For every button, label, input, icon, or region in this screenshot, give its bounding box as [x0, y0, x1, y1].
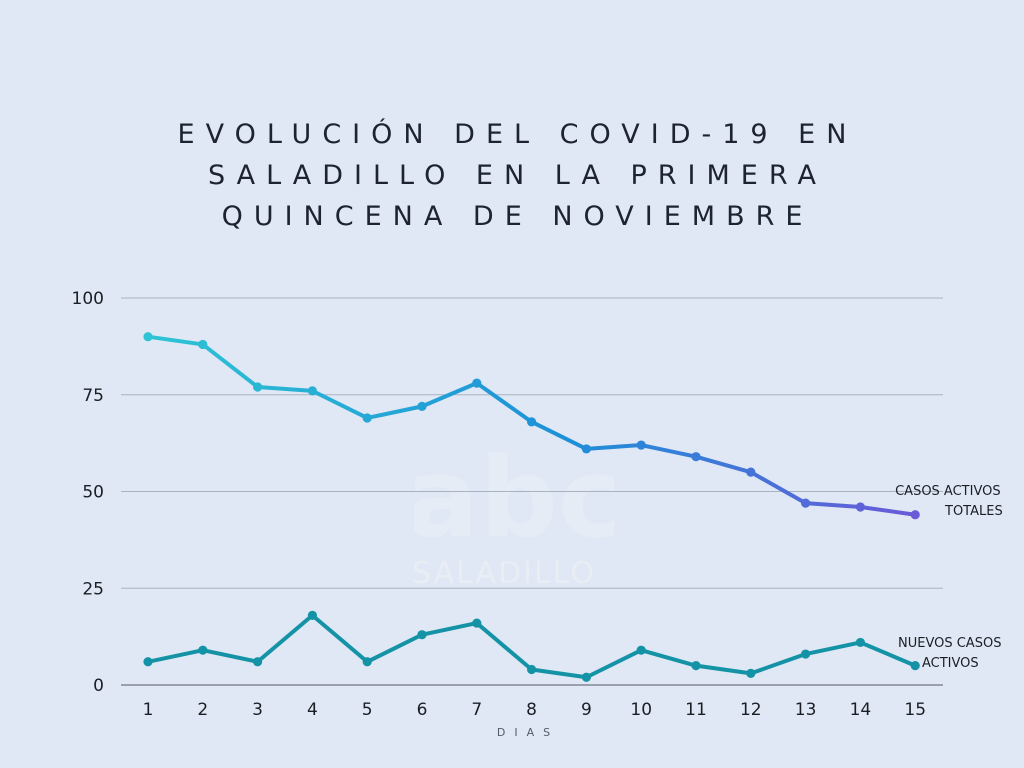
data-point: [527, 664, 537, 675]
watermark-logo: abc: [414, 436, 614, 554]
data-point: [801, 498, 811, 508]
x-tick-label: 13: [795, 700, 817, 720]
data-point: [801, 649, 811, 659]
series-label-total-line-1: CASOS ACTIVOS: [895, 484, 1001, 499]
x-tick-label: 9: [581, 700, 592, 720]
x-tick-label: 15: [904, 700, 926, 720]
data-point: [143, 332, 153, 342]
data-point: [253, 657, 263, 667]
data-point: [307, 386, 317, 396]
data-point: [855, 502, 866, 512]
data-point: [581, 672, 592, 682]
y-tick-label: 25: [82, 579, 104, 599]
data-point: [855, 637, 866, 648]
data-point: [253, 382, 263, 392]
data-point: [910, 510, 920, 520]
data-point: [198, 339, 208, 350]
data-point: [143, 657, 153, 667]
data-point: [527, 417, 537, 427]
x-tick-label: 3: [252, 700, 263, 720]
x-tick-label: 10: [630, 700, 652, 720]
title-line-1: EVOLUCIÓN DEL COVID-19 EN: [177, 119, 858, 150]
series-label-new-line-2: ACTIVOS: [922, 656, 979, 671]
data-point: [636, 645, 646, 655]
series-label-new: NUEVOS CASOS ACTIVOS: [898, 634, 1001, 674]
data-point: [362, 657, 372, 667]
data-point: [417, 401, 427, 411]
x-tick-label: 1: [143, 700, 154, 720]
x-tick-label: 6: [417, 700, 428, 720]
title-line-3: QUINCENA DE NOVIEMBRE: [221, 201, 814, 232]
data-point: [307, 610, 317, 620]
data-point: [746, 467, 756, 477]
data-point: [198, 645, 208, 655]
series-group: [143, 332, 920, 682]
x-tick-label: 14: [850, 700, 872, 720]
y-tick-label: 0: [93, 676, 104, 696]
y-tick-label: 50: [82, 483, 104, 503]
data-point: [910, 661, 920, 671]
data-point: [691, 661, 701, 671]
x-axis-title: DIAS: [496, 726, 560, 739]
title-line-2: SALADILLO EN LA PRIMERA: [207, 160, 827, 191]
data-point: [362, 413, 372, 423]
series-label-total: CASOS ACTIVOS TOTALES: [893, 482, 1003, 522]
x-tick-label: 7: [471, 700, 482, 720]
y-tick-label: 75: [82, 386, 104, 406]
x-tick-label: 8: [526, 700, 537, 720]
x-tick-label: 12: [740, 700, 762, 720]
series-label-new-line-1: NUEVOS CASOS: [898, 636, 1002, 651]
data-point: [636, 440, 646, 450]
x-tick-label: 2: [197, 700, 208, 720]
y-axis-ticks: 0 25 50 75 100: [72, 289, 104, 696]
data-point: [746, 668, 756, 678]
chart-title: EVOLUCIÓN DEL COVID-19 EN SALADILLO EN L…: [0, 114, 1024, 237]
data-point: [472, 618, 482, 628]
y-tick-label: 100: [72, 289, 104, 309]
watermark-text: SALADILLO: [412, 556, 596, 591]
x-tick-label: 5: [362, 700, 373, 720]
x-tick-label: 4: [307, 700, 318, 720]
grid-lines: [121, 297, 943, 686]
x-axis-ticks: 1 2 3 4 5 6 7 8 9 10 11 12 13 14 15: [143, 700, 926, 720]
data-point: [417, 630, 427, 640]
watermark-logo-text: abc: [414, 436, 614, 554]
x-tick-label: 11: [685, 700, 707, 720]
data-point: [691, 452, 701, 462]
data-point: [472, 378, 482, 388]
series-label-total-line-2: TOTALES: [945, 504, 1003, 519]
data-point: [581, 444, 592, 454]
